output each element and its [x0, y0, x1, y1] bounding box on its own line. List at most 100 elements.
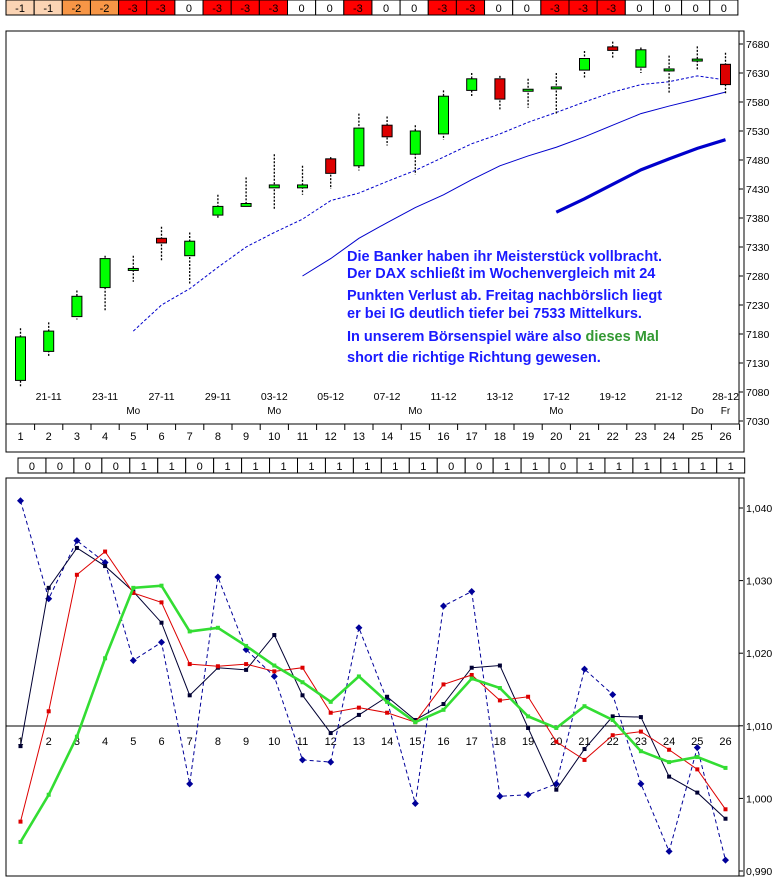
mid-signal-value: 1: [672, 461, 678, 473]
osc-point: [581, 665, 588, 673]
osc-point: [695, 790, 700, 795]
osc-point: [299, 756, 306, 764]
mid-signal-value: 0: [476, 461, 482, 473]
osc-point: [270, 672, 278, 680]
osc-point: [497, 663, 502, 668]
osc-point: [610, 733, 615, 738]
candle-y-tick-label: 7130: [746, 358, 770, 370]
osc-x-tick-label: 5: [130, 736, 136, 748]
candle-date-label: 19-12: [599, 391, 626, 403]
osc-point: [554, 787, 559, 792]
osc-point: [413, 717, 418, 722]
candle-x-tick-label: 25: [691, 431, 703, 443]
osc-y-axis: 1,040 1,030 1,020 1,010 1,000 0,990: [739, 503, 772, 877]
osc-point: [74, 734, 79, 739]
osc-point: [244, 667, 249, 672]
osc-point: [300, 680, 305, 685]
osc-point: [300, 693, 305, 698]
mid-signal-value: 1: [169, 461, 175, 473]
top-signal-value: 0: [383, 3, 389, 15]
osc-point: [186, 780, 194, 788]
osc-point: [187, 693, 192, 698]
candle-date-label: 11-12: [430, 391, 456, 403]
top-signal-value: 0: [693, 3, 699, 15]
osc-point: [159, 583, 164, 588]
candle-x-tick-label: 15: [409, 431, 421, 443]
candle-y-tick-label: 7630: [746, 68, 770, 80]
candle-body: [409, 130, 421, 155]
osc-point: [103, 564, 108, 569]
candle-body: [43, 330, 55, 352]
osc-x-tick-label: 11: [297, 736, 308, 748]
osc-point: [469, 672, 474, 677]
osc-x-tick-label: 22: [607, 736, 619, 748]
osc-panel-frame: [5, 477, 745, 877]
candle-x-tick-label: 9: [243, 431, 249, 443]
top-signal-value: 0: [411, 3, 417, 15]
candle-body: [579, 58, 590, 71]
top-signal-value: -3: [437, 3, 447, 15]
osc-point: [411, 799, 419, 807]
top-signal-value: -3: [128, 3, 138, 15]
osc-point: [272, 633, 277, 638]
osc-point: [582, 747, 587, 752]
mid-signal-value: 1: [392, 461, 398, 473]
candle-y-tick-label: 7230: [746, 300, 770, 312]
osc-point: [665, 847, 673, 855]
osc-point: [526, 714, 531, 719]
osc-point: [46, 792, 51, 797]
top-signal-value: 0: [186, 3, 192, 15]
osc-point: [526, 725, 531, 730]
note-line-5-a: In unserem Börsenspiel wäre also: [347, 329, 586, 345]
mid-signal-value: 0: [113, 461, 119, 473]
osc-point: [129, 656, 137, 664]
osc-point: [638, 749, 643, 754]
candle-y-axis: 7680 7630 7580 7530 7480 7430 7380 7330 7280 7230…: [739, 39, 770, 428]
candle-weekday-label: Mo: [408, 406, 422, 417]
candle-x-tick-label: 17: [466, 431, 478, 443]
candle-body: [71, 295, 83, 318]
osc-point: [159, 600, 164, 605]
osc-point: [328, 699, 333, 704]
candle-x-tick-label: 19: [522, 431, 534, 443]
candle-x-tick-label: 14: [381, 431, 393, 443]
osc-point: [441, 707, 446, 712]
osc-point: [638, 729, 643, 734]
osc-y-tick-label: 1,040: [746, 503, 772, 515]
top-signal-row: -1 -1 -2 -2 -3 -3 0 -3 -3 -3 0 0 -3 0 0 -3 -3 0 0 -3 -3 -3 0 0 0…: [5, 0, 739, 16]
osc-point: [328, 710, 333, 715]
mid-signal-value: 1: [588, 461, 594, 473]
candle-body: [720, 63, 731, 86]
osc-x-tick-label: 16: [437, 736, 449, 748]
mid-signal-value: 1: [504, 461, 510, 473]
candle-x-tick-label: 11: [297, 431, 308, 443]
osc-point: [496, 792, 504, 800]
mid-signal-value: 1: [700, 461, 706, 473]
osc-y-tick-label: 1,030: [746, 576, 772, 588]
mid-signal-value: 1: [532, 461, 538, 473]
mid-signal-value: 1: [280, 461, 286, 473]
candle-x-tick-label: 23: [635, 431, 647, 443]
osc-point: [131, 590, 136, 595]
osc-point: [722, 856, 729, 864]
note-line-5: In unserem Börsenspiel wäre also dieses …: [347, 329, 659, 345]
candle-x-tick-label: 26: [719, 431, 731, 443]
osc-x-axis-labels: 1234567891011121314151617181920212223242…: [17, 736, 731, 748]
osc-point: [74, 545, 79, 550]
candle-weekday-label: Mo: [267, 406, 281, 417]
candle-x-tick-label: 10: [268, 431, 280, 443]
osc-x-tick-label: 7: [187, 736, 193, 748]
osc-point: [441, 702, 446, 707]
top-signal-value: -3: [550, 3, 560, 15]
candle-body: [127, 267, 139, 271]
candle-date-label: 23-11: [92, 391, 118, 403]
candle-weekday-label: Fr: [721, 406, 731, 417]
osc-point: [554, 739, 559, 744]
osc-x-tick-label: 23: [635, 736, 647, 748]
osc-point: [497, 698, 502, 703]
osc-point: [17, 497, 24, 505]
osc-point: [723, 816, 728, 821]
mid-signal-value: 1: [616, 461, 622, 473]
osc-point: [46, 585, 51, 590]
